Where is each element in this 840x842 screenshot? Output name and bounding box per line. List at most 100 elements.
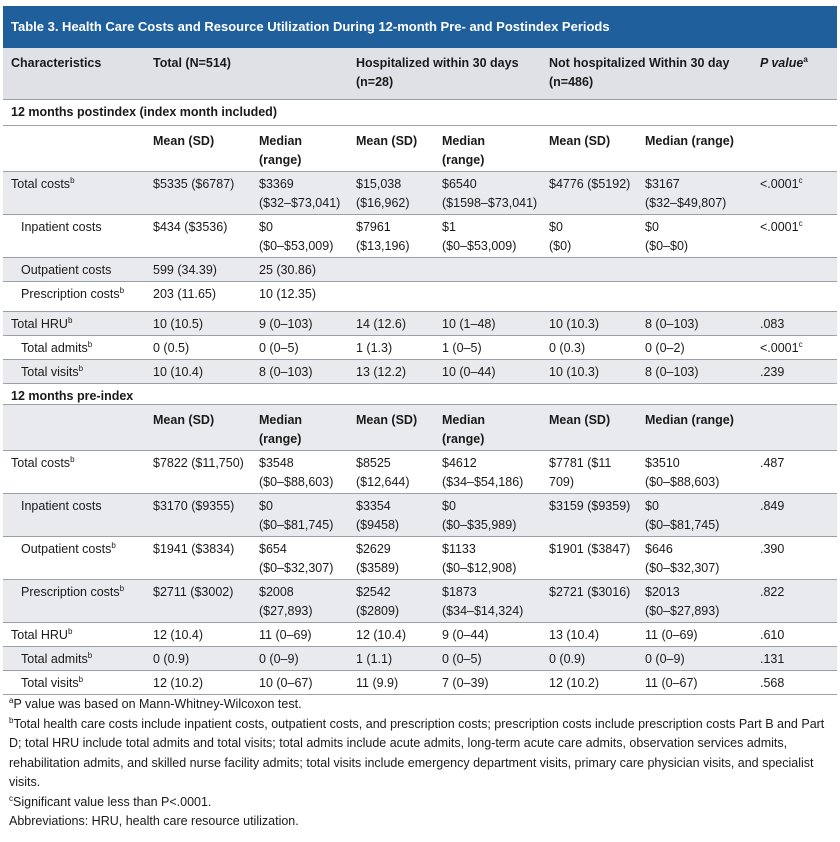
table-cell: $7781 ($11	[549, 456, 612, 470]
table-cell: $4776 ($5192)	[549, 177, 631, 191]
table-row: Inpatient costs $434 ($3536) $0 ($0–$53,009…	[3, 215, 837, 258]
row-label: Outpatient costs	[21, 263, 112, 277]
p-value-cell: .487	[760, 456, 785, 470]
table-cell: 7 (0–39)	[442, 676, 489, 690]
table-cell: 13 (10.4)	[549, 628, 600, 642]
section-title-row: 12 months postindex (index month include…	[3, 100, 837, 126]
table-cell: 8 (0–103)	[645, 317, 699, 331]
table-cell: 11 (0–67)	[645, 676, 698, 690]
table-cell: 12 (10.4)	[356, 628, 407, 642]
table-cell: $654	[259, 542, 287, 556]
table-cell: ($0–$53,009)	[259, 239, 334, 253]
table-cell: 0 (0.3)	[549, 341, 586, 355]
subheader-mean: Mean (SD)	[153, 134, 215, 148]
table-cell: 9 (0–44)	[442, 628, 489, 642]
table-cell: 0 (0.9)	[153, 652, 190, 666]
table-cell: 12 (10.4)	[153, 628, 204, 642]
row-label: Inpatient costs	[21, 220, 102, 234]
table-cell: $0	[259, 220, 273, 234]
table-cell: ($9458)	[356, 518, 400, 532]
header-not-hospitalized: Not hospitalized Within 30 day	[549, 56, 730, 70]
footnote-b: bTotal health care costs include inpatie…	[9, 715, 825, 789]
table-cell: $646	[645, 542, 673, 556]
table-cell: ($0–$53,009)	[442, 239, 517, 253]
table-cell: 0 (0–2)	[645, 341, 685, 355]
table-cell: 11 (0–69)	[259, 628, 312, 642]
table-cell: $1873	[442, 585, 477, 599]
subheader-median-range: Median (range)	[645, 134, 734, 148]
subheader-mean: Mean (SD)	[153, 413, 215, 427]
table-cell: $6540	[442, 177, 477, 191]
table-cell: 9 (0–103)	[259, 317, 313, 331]
table-cell: 0 (0.5)	[153, 341, 190, 355]
table-cell: ($0–$81,745)	[259, 518, 334, 532]
subheader-median: Median	[442, 134, 486, 148]
subheader-median: Median	[442, 413, 486, 427]
table-cell: $3510	[645, 456, 680, 470]
table-cell: 0 (0–5)	[442, 652, 482, 666]
section-title: 12 months postindex (index month include…	[11, 105, 277, 119]
table-cell: $2721 ($3016)	[549, 585, 631, 599]
table-row: Inpatient costs $3170 ($9355) $0 ($0–$81,74…	[3, 494, 837, 537]
table-cell: $2542	[356, 585, 391, 599]
table-cell: $3159 ($9359)	[549, 499, 631, 513]
table-cell: $2013	[645, 585, 680, 599]
table-cell: $5335 ($6787)	[153, 177, 235, 191]
table-cell: ($0–$32,307)	[645, 561, 720, 575]
table-row: Prescription costsb $2711 ($3002) $2008 ($2…	[3, 580, 837, 623]
table-cell: ($32–$73,041)	[259, 196, 341, 210]
table-cell: ($0–$32,307)	[259, 561, 334, 575]
table-cell: 10 (10.5)	[153, 317, 204, 331]
table-cell: $15,038	[356, 177, 402, 191]
table-cell: $0	[549, 220, 563, 234]
table-row: Total costsb $7822 ($11,750) $3548 ($0–$88,…	[3, 451, 837, 494]
table-cell: $3548	[259, 456, 294, 470]
table-row: Total visitsb 10 (10.4) 8 (0–103) 13 (12.2)…	[3, 360, 837, 384]
p-value-cell: .390	[760, 542, 785, 556]
table-cell: $1941 ($3834)	[153, 542, 235, 556]
table-cell: 10 (0–67)	[259, 676, 313, 690]
table-row: Total HRUb 12 (10.4) 11 (0–69) 12 (10.4) 9 (…	[3, 623, 837, 647]
row-label: Total visitsb	[21, 363, 84, 379]
row-label: Inpatient costs	[21, 499, 102, 513]
table-cell: $3170 ($9355)	[153, 499, 235, 513]
table-cell: 14 (12.6)	[356, 317, 407, 331]
subheader-mean: Mean (SD)	[549, 413, 611, 427]
row-label: Total admitsb	[21, 650, 93, 666]
subheader-median: Median	[259, 134, 303, 148]
row-label: Prescription costsb	[21, 583, 125, 599]
row-label: Total costsb	[11, 175, 75, 191]
table-cell: 0 (0–9)	[645, 652, 685, 666]
table-cell: ($0–$35,989)	[442, 518, 517, 532]
section-title: 12 months pre-index	[11, 389, 134, 403]
p-value-cell: .083	[760, 317, 785, 331]
subheader-range: (range)	[442, 153, 485, 167]
p-value-cell: .610	[760, 628, 785, 642]
table-cell: 13 (12.2)	[356, 365, 407, 379]
table-row: Total admitsb 0 (0.5) 0 (0–5) 1 (1.3) 1 (0–5…	[3, 336, 837, 360]
table-cell: 1 (0–5)	[442, 341, 482, 355]
table-cell: ($2809)	[356, 604, 400, 618]
table-row: Total admitsb 0 (0.9) 0 (0–9) 1 (1.1) 0 (0–5…	[3, 647, 837, 671]
table-cell: 0 (0.9)	[549, 652, 586, 666]
table-cell: $4612	[442, 456, 477, 470]
table-cell: ($0)	[549, 239, 572, 253]
table-cell: $2711 ($3002)	[153, 585, 234, 599]
table-cell: ($32–$49,807)	[645, 196, 727, 210]
row-label: Outpatient costsb	[21, 540, 116, 556]
p-value-cell: .239	[760, 365, 785, 379]
row-label: Total visitsb	[21, 674, 84, 690]
subheader-mean: Mean (SD)	[356, 134, 418, 148]
header-pvalue: P valuea	[760, 54, 808, 70]
table-cell: 203 (11.65)	[153, 287, 217, 301]
table-row: Total visitsb 12 (10.2) 10 (0–67) 11 (9.9) 7…	[3, 671, 837, 695]
p-value-cell: <.0001c	[760, 175, 803, 191]
table-cell: 8 (0–103)	[645, 365, 699, 379]
header-hospitalized-n: (n=28)	[356, 75, 394, 89]
table-cell: ($0–$88,603)	[645, 475, 720, 489]
table-cell: 11 (0–69)	[645, 628, 698, 642]
table-cell: $1133	[442, 542, 476, 556]
section-title-row: 12 months pre-index	[3, 384, 837, 405]
table-cell: $2629	[356, 542, 391, 556]
